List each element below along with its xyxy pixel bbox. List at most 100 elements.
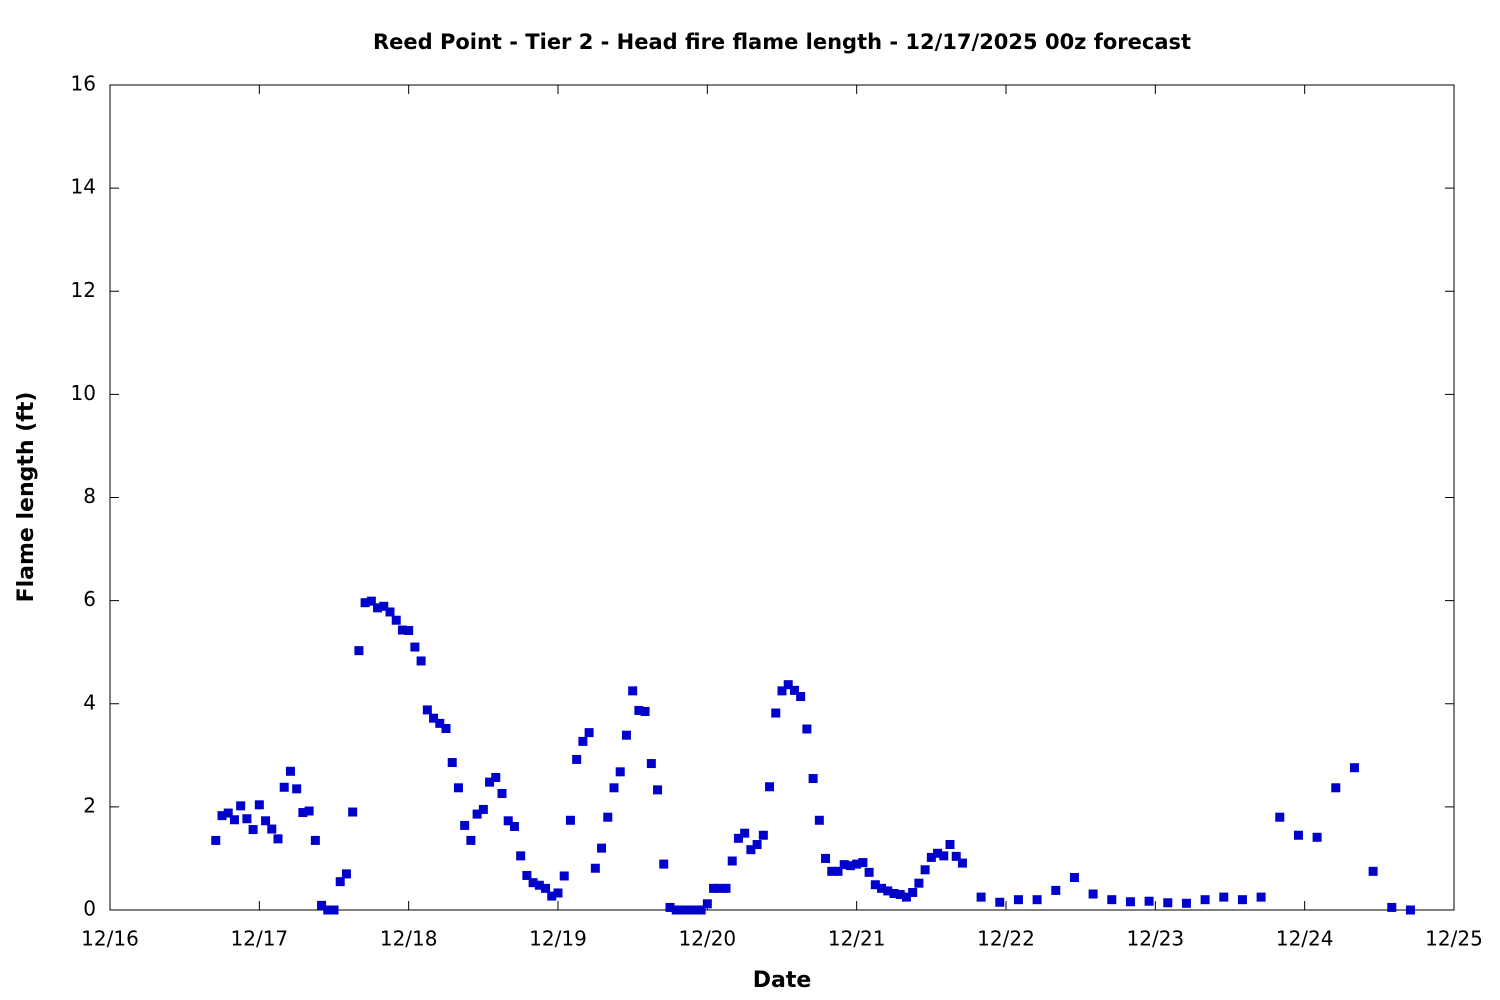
- y-tick-label: 8: [83, 484, 96, 508]
- data-point: [821, 853, 831, 863]
- data-point: [827, 866, 837, 876]
- data-point: [547, 891, 557, 901]
- data-point: [285, 766, 295, 776]
- data-point: [354, 646, 364, 656]
- data-point: [429, 713, 439, 723]
- data-point: [497, 788, 507, 798]
- data-point: [503, 816, 513, 826]
- data-point: [447, 758, 457, 768]
- y-tick-label: 16: [71, 72, 96, 96]
- y-tick-label: 14: [71, 175, 96, 199]
- data-point: [329, 905, 339, 915]
- data-point: [1368, 866, 1378, 876]
- data-point: [217, 811, 227, 821]
- data-point: [559, 871, 569, 881]
- data-point: [373, 603, 383, 613]
- data-point: [360, 598, 370, 608]
- data-point: [435, 718, 445, 728]
- data-point: [1181, 898, 1191, 908]
- data-point: [410, 642, 420, 652]
- data-point: [528, 878, 538, 888]
- data-point: [1219, 892, 1229, 902]
- data-point: [522, 870, 532, 880]
- data-point: [696, 905, 706, 915]
- data-point: [397, 625, 407, 635]
- data-point: [833, 866, 843, 876]
- data-point: [553, 888, 563, 898]
- data-point: [945, 840, 955, 850]
- data-point: [933, 848, 943, 858]
- data-point: [646, 759, 656, 769]
- data-point: [1405, 905, 1415, 915]
- data-point: [1163, 898, 1173, 908]
- data-point: [516, 851, 526, 861]
- y-tick-label: 12: [71, 278, 96, 302]
- data-point: [889, 889, 899, 898]
- data-point: [715, 883, 725, 893]
- y-tick-label: 10: [71, 381, 96, 405]
- data-point: [236, 801, 246, 811]
- data-point: [578, 736, 588, 746]
- data-point: [870, 880, 880, 890]
- data-point: [808, 774, 818, 784]
- data-point: [852, 859, 862, 869]
- data-point: [341, 869, 351, 879]
- data-point: [1387, 902, 1397, 912]
- data-point: [404, 626, 414, 636]
- data-point: [765, 782, 775, 792]
- data-point: [1200, 895, 1210, 905]
- data-point: [789, 685, 799, 695]
- data-point: [976, 892, 986, 902]
- data-point: [597, 843, 607, 853]
- data-point: [690, 905, 700, 915]
- data-point: [460, 820, 470, 830]
- data-point: [877, 883, 887, 893]
- data-point: [273, 834, 283, 844]
- data-point: [348, 807, 358, 817]
- data-point: [603, 812, 613, 822]
- data-point: [777, 686, 787, 696]
- data-point: [883, 886, 893, 896]
- y-axis-label: Flame length (ft): [14, 392, 39, 603]
- data-point: [864, 867, 874, 877]
- data-point: [379, 601, 389, 611]
- data-point: [298, 808, 308, 818]
- data-point: [758, 830, 768, 840]
- data-point: [509, 821, 519, 831]
- x-axis-label: Date: [753, 968, 812, 993]
- data-point: [1051, 885, 1061, 895]
- data-point: [534, 880, 544, 890]
- data-point: [895, 890, 905, 900]
- data-point: [261, 816, 271, 826]
- data-point: [659, 859, 669, 869]
- data-point: [292, 784, 302, 794]
- data-point: [653, 785, 663, 795]
- data-point: [453, 783, 463, 793]
- x-tick-label: 12/21: [828, 927, 886, 951]
- data-point: [740, 828, 750, 838]
- x-tick-label: 12/18: [380, 927, 438, 951]
- x-tick-label: 12/20: [679, 927, 737, 951]
- y-tick-label: 2: [83, 793, 96, 817]
- data-point: [385, 607, 395, 617]
- data-point: [422, 705, 432, 715]
- data-point: [1349, 763, 1359, 773]
- data-point: [615, 767, 625, 777]
- data-point: [304, 806, 314, 816]
- y-tick-label: 4: [83, 690, 96, 714]
- data-point: [665, 902, 675, 912]
- data-point: [472, 809, 482, 819]
- data-point: [229, 815, 239, 825]
- data-point: [709, 883, 719, 893]
- data-point: [317, 900, 327, 910]
- data-point: [920, 865, 930, 875]
- data-point: [939, 851, 949, 861]
- x-tick-label: 12/25: [1425, 927, 1483, 951]
- x-tick-label: 12/17: [231, 927, 289, 951]
- data-point: [391, 615, 401, 625]
- data-point: [621, 730, 631, 740]
- data-point: [634, 705, 644, 715]
- data-point: [1013, 895, 1023, 905]
- data-point: [733, 833, 743, 843]
